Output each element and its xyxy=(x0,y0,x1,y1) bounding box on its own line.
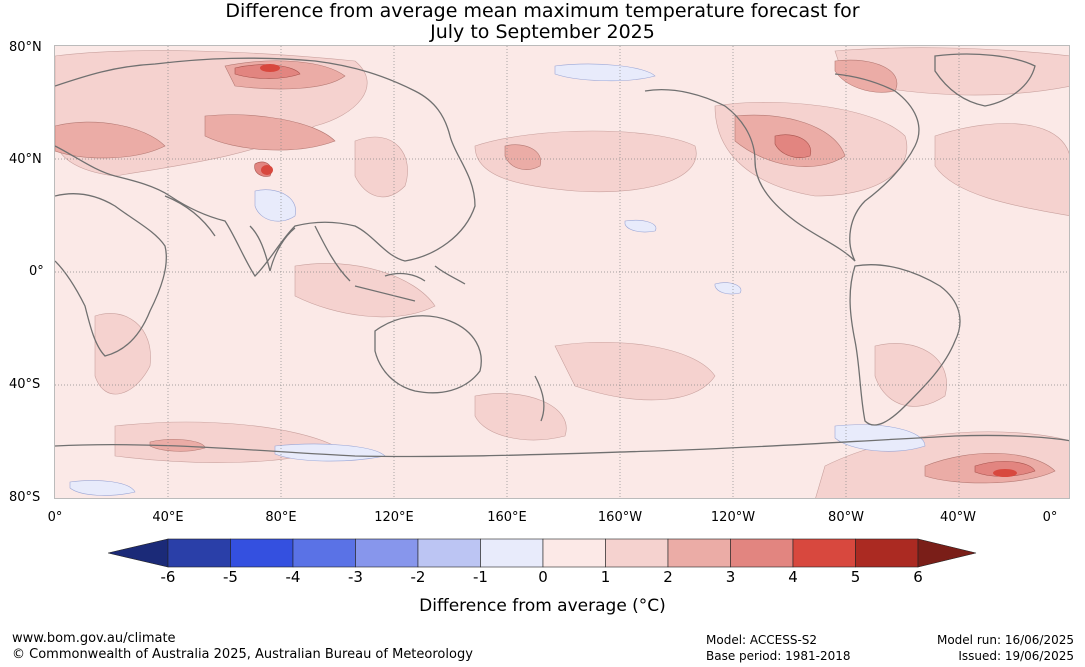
colorbar-tick-label: -6 xyxy=(160,568,176,586)
colorbar-over-arrow xyxy=(917,538,977,568)
colorbar-cells xyxy=(167,538,919,568)
colorbar-tick-label: -3 xyxy=(348,568,363,586)
lon-label-80e: 80°E xyxy=(265,510,297,525)
map-title-line2: July to September 2025 xyxy=(430,21,655,43)
anomaly-2-3-regions xyxy=(55,59,1056,484)
colorbar-cell xyxy=(417,538,481,568)
footer-model: Model: ACCESS-S2 xyxy=(706,633,818,647)
lat-label-80s: 80°S xyxy=(9,490,41,505)
anomaly-5-plus-regions xyxy=(260,64,1017,477)
lon-label-0-east: 0° xyxy=(1042,510,1058,525)
footer-url[interactable]: www.bom.gov.au/climate xyxy=(12,631,176,646)
colorbar-cell xyxy=(855,538,919,568)
forecast-map xyxy=(54,45,1070,499)
footer-issued: Issued: 19/06/2025 xyxy=(958,649,1074,663)
footer-copyright: © Commonwealth of Australia 2025, Austra… xyxy=(12,647,473,662)
lon-label-80w: 80°W xyxy=(828,510,864,525)
colorbar xyxy=(108,538,977,568)
lat-label-40s: 40°S xyxy=(9,377,41,392)
colorbar-cell xyxy=(292,538,356,568)
lon-label-160w: 160°W xyxy=(597,510,643,525)
lon-label-0-west: 0° xyxy=(47,510,63,525)
colorbar-cell xyxy=(605,538,669,568)
colorbar-cell xyxy=(355,538,419,568)
colorbar-tick-label: 1 xyxy=(600,568,611,586)
anomaly-negative-regions xyxy=(69,63,926,496)
colorbar-cell xyxy=(480,538,544,568)
colorbar-tick-label: -2 xyxy=(410,568,426,586)
colorbar-tick-label: -1 xyxy=(473,568,488,586)
colorbar-cell xyxy=(667,538,731,568)
colorbar-tick-label: 2 xyxy=(663,568,673,586)
colorbar-tick-label: -5 xyxy=(223,568,238,586)
lon-label-40e: 40°E xyxy=(152,510,184,525)
anomaly-1-2-regions xyxy=(55,47,1069,498)
graticule xyxy=(55,46,1069,498)
colorbar-tick-label: -4 xyxy=(285,568,301,586)
colorbar-label: Difference from average (°C) xyxy=(419,596,666,616)
coastlines xyxy=(55,53,1069,458)
lon-label-120w: 120°W xyxy=(710,510,756,525)
colorbar-tick-label: 6 xyxy=(913,568,923,586)
colorbar-tick-label: 4 xyxy=(788,568,798,586)
lon-label-40w: 40°W xyxy=(940,510,976,525)
footer-base-period: Base period: 1981-2018 xyxy=(706,649,851,663)
colorbar-cell xyxy=(230,538,294,568)
colorbar-tick-label: 5 xyxy=(850,568,861,586)
colorbar-cell xyxy=(792,538,856,568)
colorbar-cell xyxy=(542,538,606,568)
footer-model-run: Model run: 16/06/2025 xyxy=(936,633,1074,647)
anomaly-map-graphic xyxy=(55,46,1069,498)
lat-label-40n: 40°N xyxy=(9,152,42,167)
lon-label-120e: 120°E xyxy=(374,510,414,525)
map-title-line1: Difference from average mean maximum tem… xyxy=(225,0,860,22)
colorbar-cell xyxy=(730,538,794,568)
lat-label-80n: 80°N xyxy=(9,40,42,55)
lat-label-0: 0° xyxy=(29,264,44,279)
colorbar-cell xyxy=(167,538,231,568)
lon-label-160e: 160°E xyxy=(487,510,527,525)
colorbar-tick-label: 3 xyxy=(725,568,736,586)
colorbar-tick-label: 0 xyxy=(538,568,548,586)
colorbar-under-arrow xyxy=(108,538,169,568)
